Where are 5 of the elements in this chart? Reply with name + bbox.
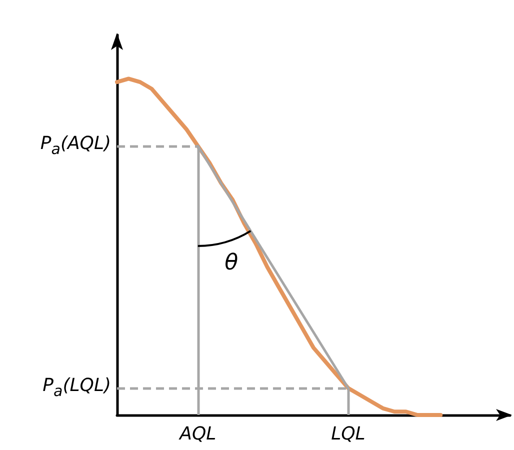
x-tick-label: AQL	[178, 424, 216, 444]
ref-line-label: P$_{a}$(AQL)	[40, 133, 111, 158]
x-tick-label: LQL	[331, 424, 366, 444]
annotation: θ	[224, 250, 238, 276]
ref-line-label: P$_{a}$(LQL)	[42, 375, 111, 400]
